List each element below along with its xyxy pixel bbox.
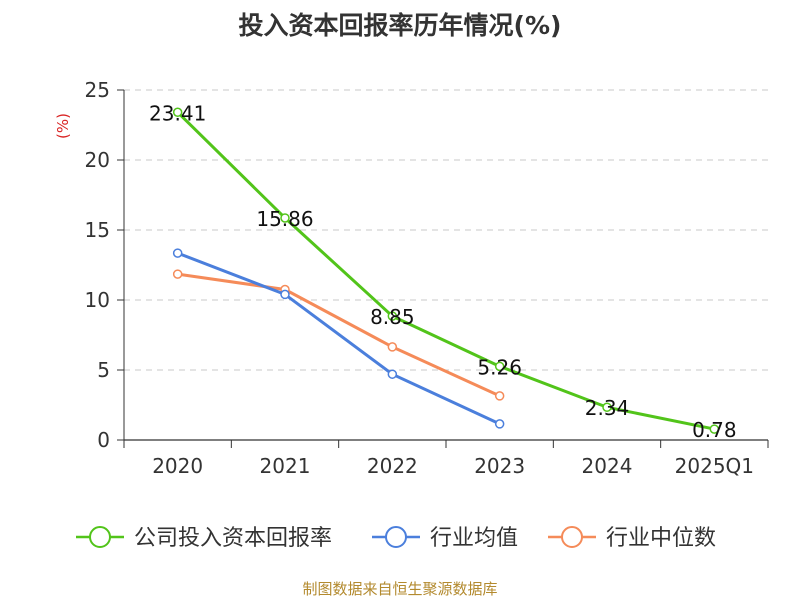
y-tick-label: 25 xyxy=(85,78,110,102)
x-tick-label: 2024 xyxy=(582,454,633,478)
data-labels: 23.41 15.86 8.85 5.26 2.34 0.78 xyxy=(149,101,737,442)
series-line-0 xyxy=(176,110,716,431)
legend-marker xyxy=(385,526,407,548)
y-tick-label: 20 xyxy=(85,148,110,172)
data-point xyxy=(494,391,505,401)
series-line-1 xyxy=(176,251,502,426)
data-label: 23.41 xyxy=(149,101,206,125)
axes: 0 5 10 15 20 25 2020 2021 2022 2023 2024 2025Q1 xyxy=(85,78,769,478)
data-label: 0.78 xyxy=(692,418,737,442)
legend-marker xyxy=(561,526,583,548)
x-tick-label: 2022 xyxy=(367,454,418,478)
x-tick-label: 2020 xyxy=(152,454,203,478)
legend-label: 行业均值 xyxy=(430,526,518,551)
data-point xyxy=(172,107,183,118)
y-tick-label: 15 xyxy=(85,218,110,242)
data-point xyxy=(387,342,398,352)
data-label: 15.86 xyxy=(256,207,313,231)
series-line-2 xyxy=(176,272,502,398)
series-lines xyxy=(172,107,720,434)
x-tick-label: 2023 xyxy=(474,454,525,478)
chart-title: 投入资本回报率历年情况(%) xyxy=(239,11,562,40)
data-point xyxy=(709,424,720,434)
data-label: 2.34 xyxy=(585,396,630,420)
data-label: 5.26 xyxy=(477,355,522,379)
data-point xyxy=(494,361,505,372)
legend-label: 公司投入资本回报率 xyxy=(134,526,332,551)
x-tick-label: 2025Q1 xyxy=(675,454,754,478)
grid-lines xyxy=(124,89,768,371)
data-point xyxy=(172,248,183,258)
y-axis-unit: (%) xyxy=(54,113,72,139)
legend-marker xyxy=(89,526,111,548)
data-point xyxy=(494,419,505,429)
data-point xyxy=(387,311,398,321)
legend-label: 行业中位数 xyxy=(606,526,716,551)
y-tick-label: 5 xyxy=(97,358,110,382)
data-point xyxy=(280,289,290,300)
y-tick-label: 0 xyxy=(97,428,110,452)
y-tick-label: 10 xyxy=(85,288,110,312)
x-tick-label: 2021 xyxy=(260,454,311,478)
data-point xyxy=(602,402,612,412)
source-note: 制图数据来自恒生聚源数据库 xyxy=(302,580,497,598)
legend: 公司投入资本回报率 行业均值 行业中位数 xyxy=(76,526,716,551)
data-point xyxy=(280,213,290,223)
data-point xyxy=(387,369,398,379)
data-label: 8.85 xyxy=(370,305,415,329)
data-point xyxy=(172,269,183,279)
